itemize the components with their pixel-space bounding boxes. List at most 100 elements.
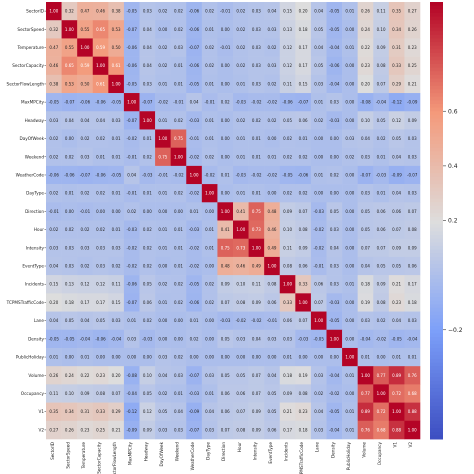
cell-value-label: 0.29: [392, 81, 401, 86]
colorbar-segment: [430, 333, 443, 338]
cell-value-label: 0.03: [174, 45, 183, 50]
cell-value-label: 0.00: [345, 172, 354, 177]
cell-value-label: 0.76: [361, 427, 370, 432]
column-tick-label: SectorCapacity: [97, 441, 102, 473]
cell-value-label: -0.05: [49, 100, 60, 105]
colorbar-segment: [430, 34, 443, 39]
cell-value-label: -0.06: [329, 63, 340, 68]
heatmap-cell: [217, 293, 234, 312]
heatmap-cell: [404, 420, 421, 440]
cell-value-label: 0.00: [330, 191, 339, 196]
heatmap-cell: [310, 402, 327, 422]
heatmap-cell: [342, 38, 358, 57]
heatmap-cell: [201, 311, 218, 331]
cell-value-label: 0.01: [408, 355, 417, 360]
cell-value-label: 0.03: [49, 245, 58, 250]
cell-value-label: 0.02: [81, 227, 90, 232]
cell-value-label: 0.00: [377, 355, 386, 360]
colorbar-segment: [430, 20, 443, 25]
colorbar-segment: [430, 329, 443, 334]
heatmap-cell: [310, 220, 327, 240]
row-tick-label: SectorID: [26, 9, 44, 14]
heatmap-cell: [217, 202, 234, 221]
cell-value-label: 0.09: [252, 409, 261, 414]
heatmap-cell: [310, 129, 327, 148]
column-tick-label: Direction: [221, 442, 226, 461]
cell-value-label: 0.65: [65, 63, 74, 68]
heatmap-cell: [155, 93, 171, 112]
heatmap-cell: [295, 38, 312, 57]
heatmap-cell: [373, 420, 390, 440]
heatmap-cell: [170, 93, 187, 112]
cell-value-label: -0.03: [329, 300, 340, 305]
heatmap-cell: [388, 165, 405, 185]
heatmap-cell: [186, 184, 203, 203]
cell-value-label: 0.00: [268, 355, 277, 360]
heatmap-cell: [139, 402, 156, 422]
cell-value-label: -0.03: [142, 336, 153, 341]
cell-value-label: 0.75: [174, 136, 183, 141]
heatmap-cell: [342, 311, 358, 331]
heatmap-cell: [357, 402, 374, 422]
heatmap-cell: [264, 366, 281, 385]
colorbar-segment: [430, 89, 443, 94]
heatmap-cell: [46, 347, 62, 367]
colorbar-tick-label: 0.4: [448, 163, 458, 170]
heatmap-cell: [404, 202, 421, 221]
heatmap-cell: [342, 347, 358, 367]
heatmap-cell: [279, 147, 296, 167]
heatmap-cell: [233, 220, 249, 240]
cell-value-label: 0.33: [392, 63, 401, 68]
cell-value-label: 0.06: [268, 300, 277, 305]
heatmap-cell: [264, 184, 281, 203]
cell-value-label: 0.13: [65, 282, 74, 287]
cell-value-label: 0.01: [205, 227, 214, 232]
heatmap-cell: [155, 56, 171, 76]
heatmap-cell: [388, 147, 405, 167]
heatmap-cell: [264, 220, 281, 240]
heatmap-cell: [61, 165, 78, 185]
colorbar-segment: [430, 322, 443, 327]
heatmap-cell: [326, 238, 343, 258]
heatmap-cell: [310, 93, 327, 112]
heatmap-cell: [77, 184, 94, 203]
heatmap-cell: [123, 202, 140, 221]
heatmap-cell: [357, 420, 374, 440]
heatmap-cell: [373, 275, 390, 294]
cell-value-label: 0.00: [345, 100, 354, 105]
row-tick-label: Volume: [28, 373, 44, 378]
cell-value-label: 0.07: [361, 245, 370, 250]
heatmap-cell: [139, 147, 156, 167]
cell-value-label: -0.08: [127, 373, 138, 378]
heatmap-cell: [61, 220, 78, 240]
cell-value-label: 0.01: [158, 245, 167, 250]
cell-value-label: -0.02: [251, 172, 262, 177]
heatmap-cell: [404, 38, 421, 57]
cell-value-label: 0.02: [143, 227, 152, 232]
heatmap-cell: [155, 74, 171, 94]
heatmap-cell: [155, 256, 171, 276]
cell-value-label: -0.04: [407, 336, 418, 341]
cell-value-label: 0.25: [96, 427, 105, 432]
heatmap-cell: [264, 38, 281, 57]
cell-value-label: 0.06: [299, 264, 308, 269]
heatmap-cell: [61, 2, 78, 21]
cell-value-label: 0.18: [299, 427, 308, 432]
heatmap-cell: [139, 38, 156, 57]
cell-value-label: 0.02: [174, 282, 183, 287]
colorbar-segment: [430, 129, 443, 134]
heatmap-cell: [295, 329, 312, 349]
cell-value-label: 0.00: [221, 355, 230, 360]
cell-value-label: 0.01: [205, 136, 214, 141]
cell-value-label: 0.41: [236, 209, 245, 214]
heatmap-cell: [155, 420, 171, 440]
heatmap-cell: [201, 129, 218, 148]
row-tick-label: Temperature: [16, 45, 44, 50]
cell-value-label: 0.00: [127, 355, 136, 360]
heatmap-cell: [170, 111, 187, 130]
heatmap-cell: [123, 256, 140, 276]
cell-value-label: 0.03: [96, 264, 105, 269]
heatmap-cell: [170, 238, 187, 258]
heatmap-cell: [233, 20, 249, 39]
cell-value-label: 0.04: [65, 118, 74, 123]
